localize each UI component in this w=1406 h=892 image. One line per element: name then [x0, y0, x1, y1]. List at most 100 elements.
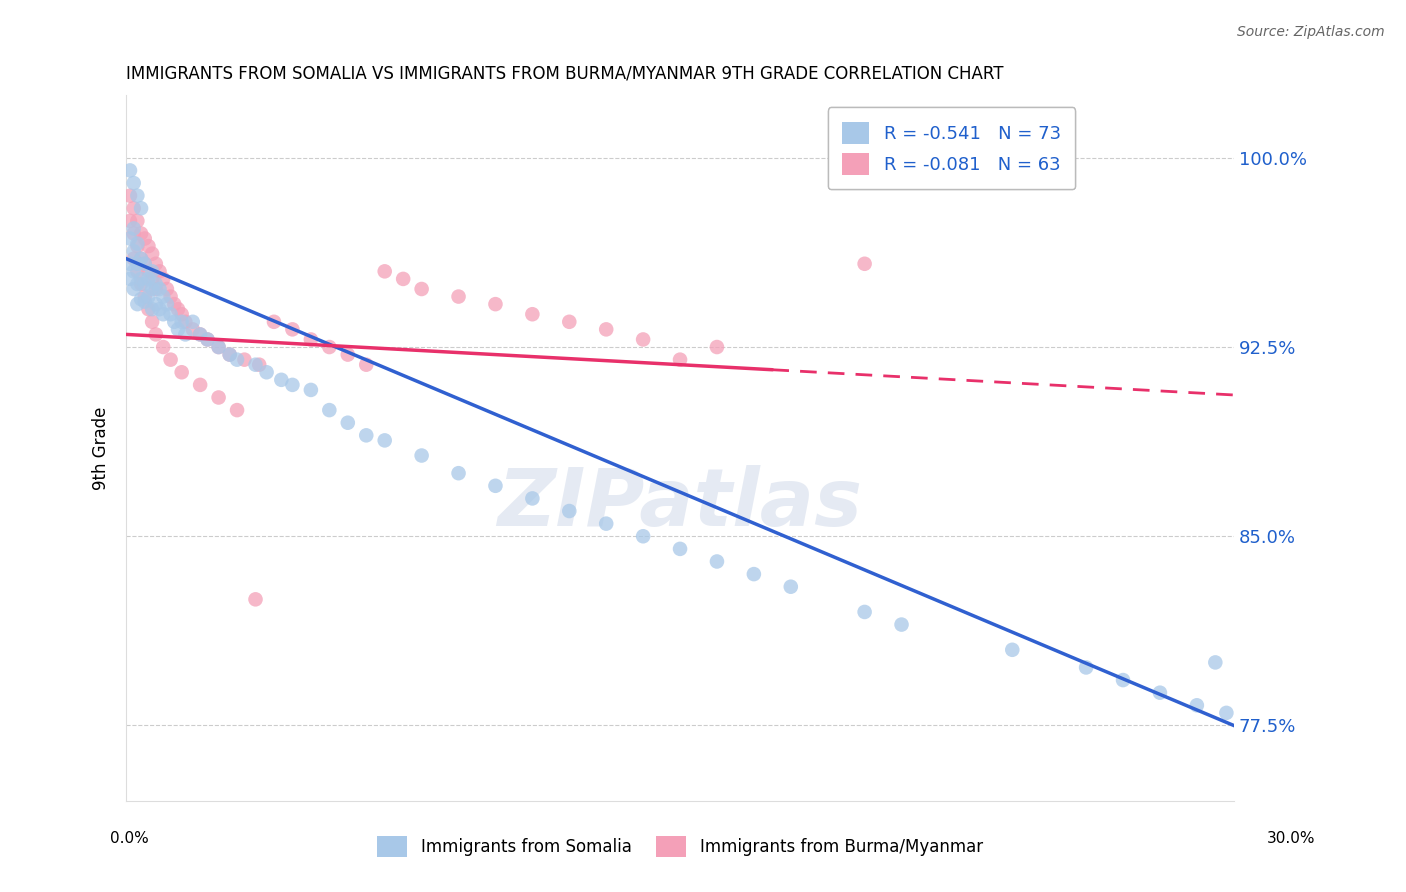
Point — [159, 307, 181, 321]
Point — [129, 292, 152, 306]
Point — [118, 188, 141, 202]
Point — [138, 272, 160, 286]
Point — [447, 466, 470, 480]
Point — [129, 227, 152, 241]
Point — [122, 244, 145, 259]
Point — [631, 529, 654, 543]
Point — [163, 297, 186, 311]
Y-axis label: 9th Grade: 9th Grade — [93, 406, 110, 490]
Point — [152, 289, 174, 303]
Point — [218, 348, 240, 362]
Point — [1074, 660, 1097, 674]
Point — [170, 307, 193, 321]
Point — [181, 322, 204, 336]
Point — [281, 322, 304, 336]
Point — [134, 231, 156, 245]
Point — [318, 340, 340, 354]
Point — [159, 352, 181, 367]
Point — [167, 302, 190, 317]
Point — [127, 188, 149, 202]
Point — [170, 315, 193, 329]
Point — [484, 479, 506, 493]
Point — [522, 307, 544, 321]
Point — [484, 297, 506, 311]
Point — [127, 239, 149, 253]
Point — [152, 272, 174, 286]
Point — [247, 358, 270, 372]
Point — [145, 277, 167, 291]
Point — [141, 315, 163, 329]
Point — [122, 201, 145, 215]
Point — [218, 348, 240, 362]
Point — [742, 567, 765, 582]
Point — [141, 264, 163, 278]
Point — [127, 297, 149, 311]
Point — [558, 315, 581, 329]
Point — [127, 264, 149, 278]
Point — [134, 257, 156, 271]
Point — [152, 340, 174, 354]
Point — [138, 239, 160, 253]
Point — [145, 282, 167, 296]
Text: ZIPatlas: ZIPatlas — [498, 466, 862, 543]
Point — [167, 322, 190, 336]
Point — [270, 373, 292, 387]
Point — [134, 257, 156, 271]
Point — [174, 315, 197, 329]
Point — [595, 322, 617, 336]
Point — [152, 307, 174, 321]
Point — [163, 315, 186, 329]
Point — [1185, 698, 1208, 713]
Point — [122, 252, 145, 266]
Point — [118, 163, 141, 178]
Point — [245, 358, 267, 372]
Point — [170, 365, 193, 379]
Point — [127, 236, 149, 251]
Point — [159, 289, 181, 303]
Point — [148, 282, 170, 296]
Point — [156, 297, 179, 311]
Point — [299, 333, 322, 347]
Point — [207, 391, 229, 405]
Point — [779, 580, 801, 594]
Text: 0.0%: 0.0% — [110, 831, 149, 846]
Point — [127, 257, 149, 271]
Point — [853, 257, 876, 271]
Point — [245, 592, 267, 607]
Point — [122, 264, 145, 278]
Point — [207, 340, 229, 354]
Point — [156, 282, 179, 296]
Point — [1001, 642, 1024, 657]
Point — [141, 246, 163, 260]
Point — [669, 541, 692, 556]
Point — [145, 297, 167, 311]
Point — [318, 403, 340, 417]
Point — [181, 315, 204, 329]
Point — [281, 377, 304, 392]
Point — [127, 277, 149, 291]
Point — [226, 352, 249, 367]
Point — [522, 491, 544, 506]
Point — [129, 277, 152, 291]
Point — [118, 214, 141, 228]
Point — [233, 352, 256, 367]
Point — [141, 272, 163, 286]
Point — [145, 327, 167, 342]
Point — [174, 327, 197, 342]
Point — [122, 227, 145, 241]
Text: 30.0%: 30.0% — [1267, 831, 1315, 846]
Point — [374, 434, 396, 448]
Point — [118, 257, 141, 271]
Point — [188, 377, 211, 392]
Point — [129, 201, 152, 215]
Text: Source: ZipAtlas.com: Source: ZipAtlas.com — [1237, 25, 1385, 39]
Point — [141, 302, 163, 317]
Point — [188, 327, 211, 342]
Point — [354, 358, 377, 372]
Point — [148, 302, 170, 317]
Point — [118, 231, 141, 245]
Point — [207, 340, 229, 354]
Point — [138, 264, 160, 278]
Point — [138, 302, 160, 317]
Point — [127, 214, 149, 228]
